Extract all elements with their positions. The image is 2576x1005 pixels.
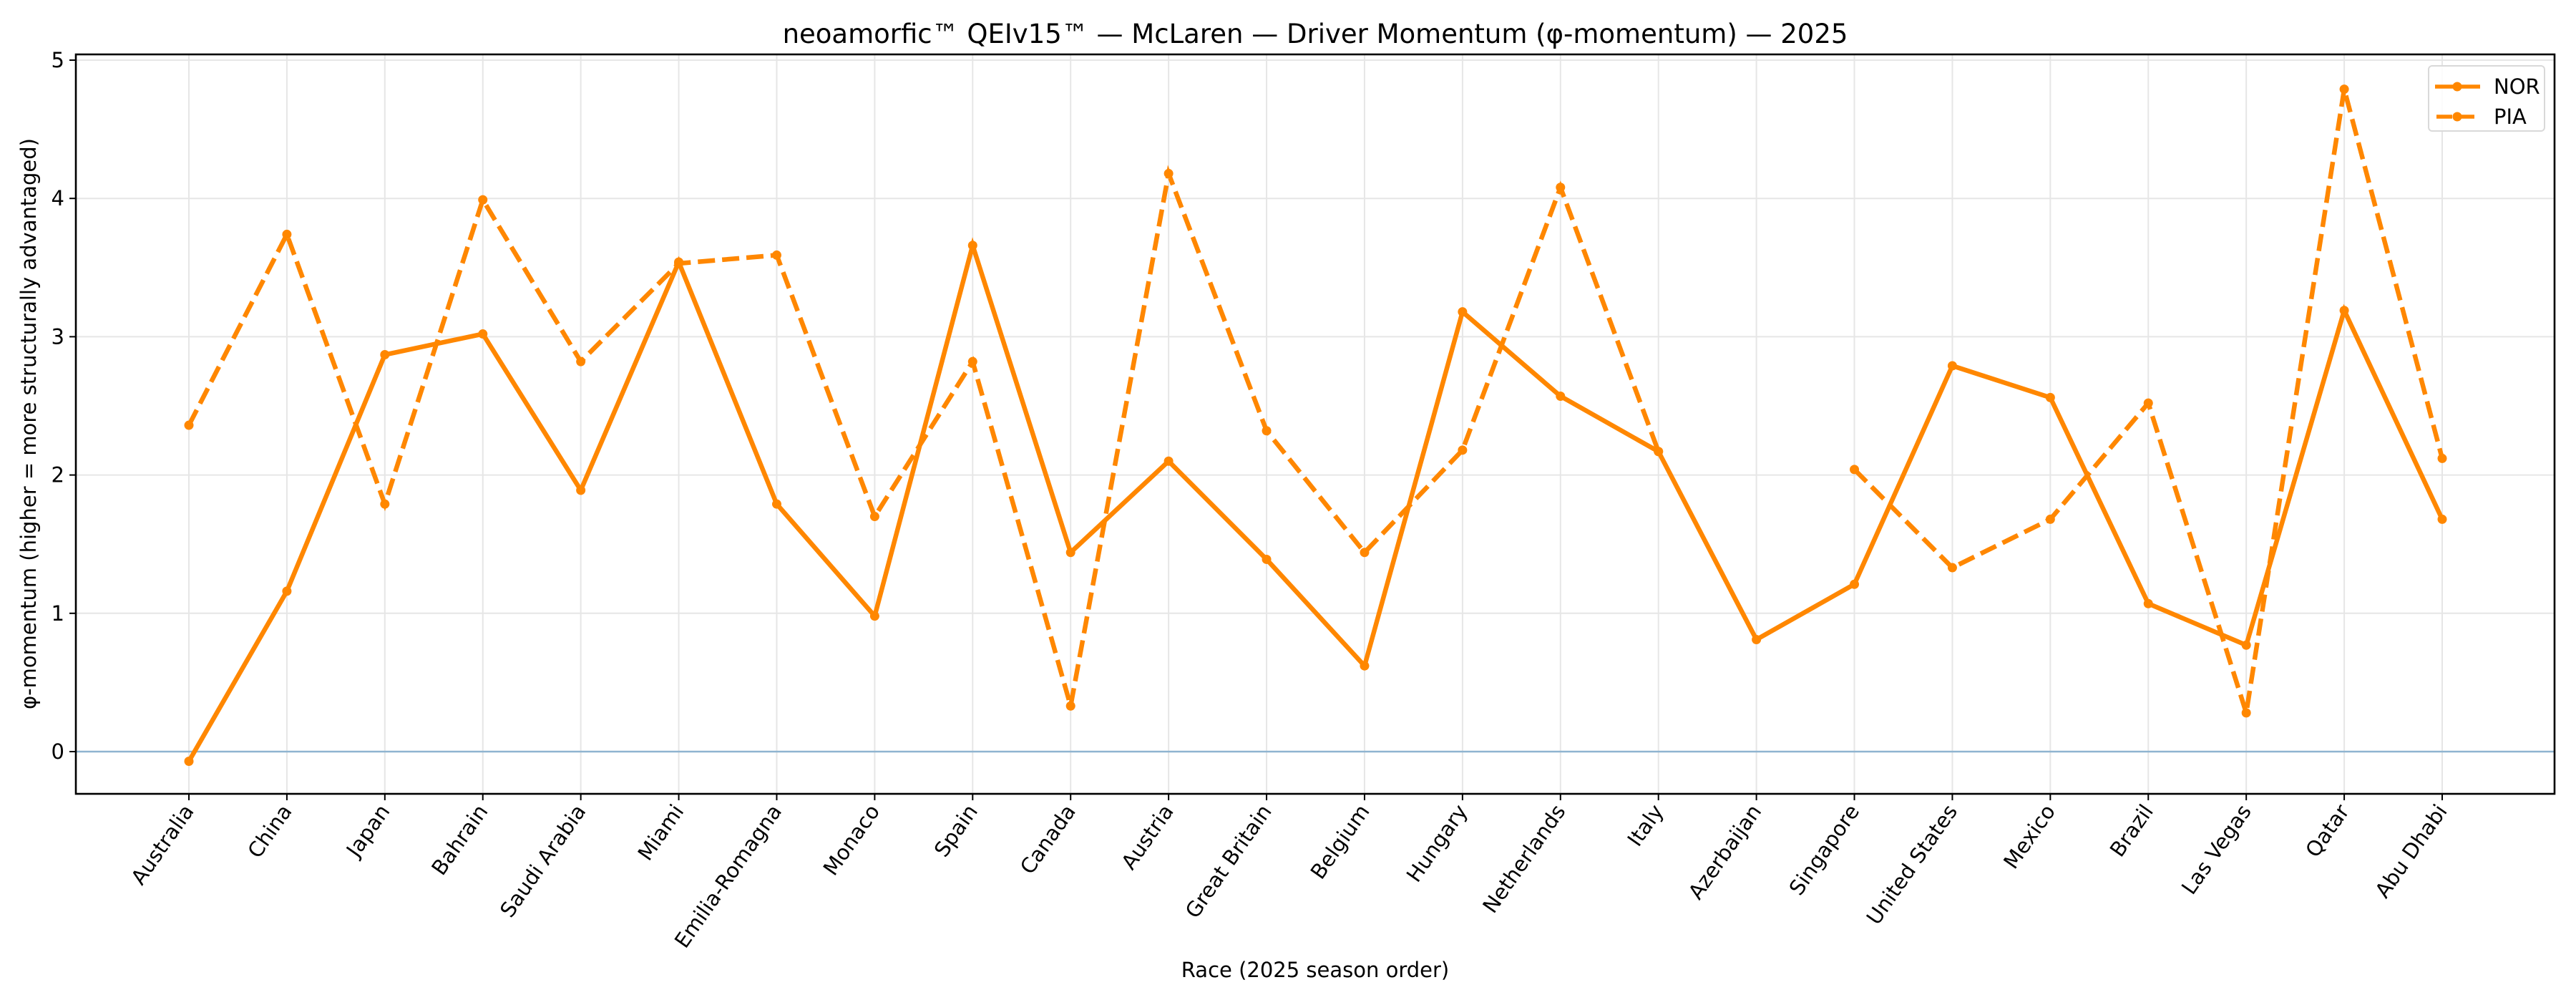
data-point-marker — [2241, 708, 2251, 718]
data-point-marker — [1850, 579, 1860, 589]
data-point-marker — [1850, 465, 1860, 475]
data-point-marker — [1458, 307, 1468, 317]
data-point-marker — [282, 229, 292, 239]
data-point-marker — [1360, 548, 1370, 558]
data-point-marker — [184, 420, 194, 430]
data-point-marker — [2339, 306, 2349, 316]
plot-area-frame — [74, 53, 2556, 795]
legend-item-pia: PIA — [2436, 105, 2527, 129]
data-point-marker — [967, 356, 977, 366]
legend-item-nor: NOR — [2435, 74, 2540, 99]
data-point-marker — [1654, 447, 1664, 457]
data-point-marker — [2045, 392, 2055, 402]
y-axis-label: φ-momentum (higher = more structurally a… — [16, 138, 41, 709]
grid-lines — [76, 54, 2555, 794]
data-point-marker — [771, 250, 781, 260]
series-pia — [184, 84, 2447, 718]
data-point-marker — [1458, 445, 1468, 455]
data-point-marker — [478, 195, 488, 205]
data-point-marker — [1262, 554, 1272, 564]
legend: NOR PIA — [2428, 65, 2545, 132]
data-point-marker — [282, 586, 292, 596]
data-point-marker — [674, 258, 684, 268]
data-point-marker — [576, 485, 586, 495]
legend-label-nor: NOR — [2494, 74, 2540, 99]
data-point-marker — [1163, 168, 1174, 178]
y-axis-ticks: 0 1 2 3 4 5 — [52, 48, 76, 764]
data-point-marker — [869, 611, 879, 621]
data-point-marker — [380, 350, 390, 360]
data-point-marker — [1556, 391, 1566, 401]
y-tick-label: 1 — [52, 601, 64, 626]
data-point-marker — [771, 499, 781, 509]
data-point-marker — [869, 512, 879, 522]
data-point-marker — [380, 499, 390, 509]
legend-marker-icon — [2452, 112, 2462, 122]
data-point-marker — [2339, 84, 2349, 94]
data-point-marker — [576, 356, 586, 366]
data-point-marker — [1947, 361, 1957, 371]
y-tick-label: 5 — [52, 48, 64, 72]
data-point-marker — [1065, 548, 1075, 558]
legend-marker-icon — [2452, 82, 2462, 92]
data-point-marker — [2045, 514, 2055, 524]
series-line — [187, 237, 2444, 763]
series-lines — [184, 84, 2447, 767]
data-point-marker — [478, 329, 488, 339]
data-point-marker — [1947, 563, 1957, 573]
y-tick-label: 3 — [52, 324, 64, 349]
x-axis-label: Race (2025 season order) — [1181, 958, 1449, 982]
y-tick-label: 4 — [52, 186, 64, 210]
data-point-marker — [1262, 426, 1272, 436]
data-point-marker — [1556, 183, 1566, 193]
data-point-marker — [1360, 661, 1370, 671]
legend-label-pia: PIA — [2494, 105, 2527, 129]
y-tick-label: 0 — [52, 739, 64, 764]
data-point-marker — [2241, 640, 2251, 650]
data-point-marker — [2437, 514, 2447, 524]
series-line — [187, 165, 1661, 707]
data-point-marker — [2437, 453, 2447, 463]
y-tick-label: 2 — [52, 463, 64, 487]
data-point-marker — [967, 241, 977, 251]
data-point-marker — [184, 757, 194, 767]
data-point-marker — [1752, 635, 1762, 645]
chart-title: neoamorfic™ QEIv15™ — McLaren — Driver M… — [783, 19, 1848, 49]
data-point-marker — [2143, 598, 2153, 608]
data-point-marker — [1065, 701, 1075, 711]
data-point-marker — [2143, 398, 2153, 408]
data-point-marker — [1163, 456, 1174, 466]
